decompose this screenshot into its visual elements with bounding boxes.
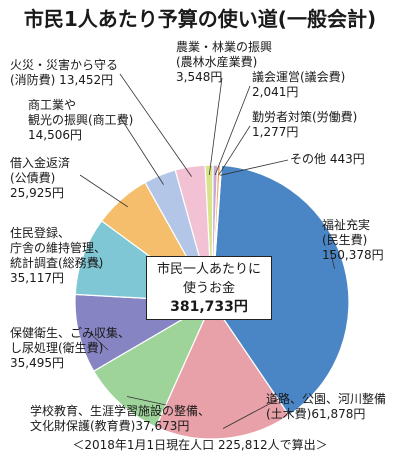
center-amount: 381,733円	[170, 299, 248, 315]
leader-line	[127, 396, 167, 406]
slice-label-line: (消防費) 13,452円	[10, 73, 114, 87]
leader-line	[79, 174, 129, 208]
chart-title: 市民1人あたり予算の使い道(一般会計)	[23, 7, 377, 31]
leader-lines	[79, 73, 335, 429]
slice-label-line: 農業・林業の振興	[176, 40, 273, 54]
slice-label-line: 庁舎の維持管理、	[10, 241, 107, 255]
slice-label-line: し尿処理(衛生費)	[10, 341, 104, 355]
slice-label: 学校教育、生涯学習施設の整備、 文化財保護(教育費)37,673円	[30, 404, 210, 434]
slice-label-line: 35,495円	[10, 356, 64, 370]
slice-label-line: 借入金返済	[10, 156, 71, 170]
slice-label: 勤労者対策(労働費) 1,277円	[252, 110, 357, 140]
slice-label-line: 25,925円	[10, 186, 64, 200]
slice-label-line: 14,506円	[28, 128, 82, 142]
slice-label-line: 150,378円	[322, 248, 384, 262]
slice-label-line: 文化財保護(教育費)37,673円	[30, 419, 190, 433]
pie-slice	[211, 164, 350, 417]
slice-label-line: 1,277円	[252, 125, 299, 139]
pie-slice	[155, 300, 290, 440]
leader-line	[214, 85, 251, 176]
slice-label: 火災・災害から守る (消防費) 13,452円	[10, 58, 118, 88]
slice-label-line: 保健衛生、ごみ収集、	[10, 326, 131, 340]
slice-label-line: その他 443円	[290, 152, 365, 166]
leader-line	[208, 77, 223, 176]
leader-line	[329, 249, 335, 269]
slice-label-line: 3,548円	[176, 70, 223, 84]
slice-label-line: (農林水産業費)	[176, 55, 258, 69]
slice-label: 住民登録、 庁舎の維持管理、 統計調査(総務費) 35,117円	[10, 226, 106, 286]
slice-label-line: 勤労者対策(労働費)	[252, 110, 358, 124]
footnote: ＜2018年1月1日現在人口 225,812人で算出＞	[72, 438, 328, 452]
center-total-box: 市民一人あたりに 使うお金 381,733円	[146, 256, 272, 320]
slice-label-line: 2,041円	[252, 85, 299, 99]
leader-line	[92, 258, 101, 269]
leader-line	[119, 116, 164, 185]
slice-label-line: 議会運営(議会費)	[252, 70, 346, 84]
slice-label-line: 観光の振興(商工費)	[28, 113, 134, 127]
leader-line	[218, 125, 251, 176]
leader-line	[222, 394, 287, 429]
slice-label: 保健衛生、ごみ収集、 し尿処理(衛生費) 35,495円	[10, 326, 130, 371]
slice-label-line: 住民登録、	[10, 226, 71, 240]
pie-slice	[92, 300, 214, 428]
leader-line	[88, 331, 109, 351]
center-line-2: 使うお金	[182, 281, 235, 296]
slice-label-line: (公債費)	[10, 171, 56, 185]
leader-line	[119, 73, 192, 177]
slice-label-line: 35,117円	[10, 271, 64, 285]
slice-label: 道路、公園、河川整備 (土木費)61,878円	[266, 392, 386, 422]
slice-label-line: 福祉充実	[322, 218, 371, 232]
slice-label: 商工業や 観光の振興(商工費) 14,506円	[28, 98, 133, 143]
slice-label: 議会運営(議会費) 2,041円	[252, 70, 345, 100]
slice-label: その他 443円	[290, 152, 365, 167]
slice-label-line: 商工業や	[28, 98, 77, 112]
slice-label-line: (土木費)61,878円	[266, 407, 366, 421]
center-line-1: 市民一人あたりに	[156, 262, 261, 277]
slice-label: 農業・林業の振興 (農林水産業費) 3,548円	[176, 40, 272, 85]
slice-label-line: (民生費)	[322, 233, 368, 247]
leader-line	[220, 159, 289, 176]
slice-label-line: 火災・災害から守る	[10, 58, 119, 72]
slice-label: 借入金返済 (公債費) 25,925円	[10, 156, 70, 201]
slice-label: 福祉充実 (民生費) 150,378円	[322, 218, 384, 263]
slice-label-line: 統計調査(総務費)	[10, 256, 104, 270]
slice-label-line: 道路、公園、河川整備	[266, 392, 387, 406]
slice-label-line: 学校教育、生涯学習施設の整備、	[30, 404, 211, 418]
